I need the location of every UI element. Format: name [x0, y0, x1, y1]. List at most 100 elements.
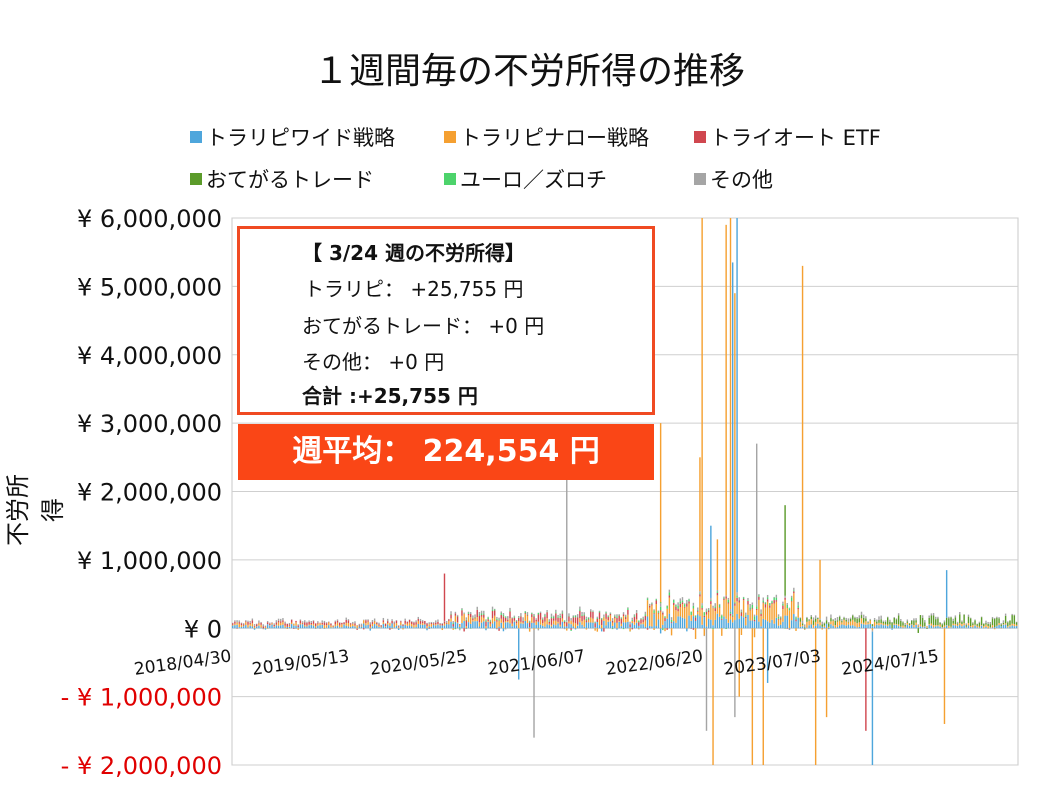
bar-wide — [1015, 626, 1018, 629]
bar-wide — [533, 622, 535, 629]
bar-narrow — [572, 622, 575, 627]
bar-other — [819, 618, 821, 620]
bar-other — [788, 607, 791, 609]
bar-eurpln — [782, 603, 784, 606]
bar-other — [400, 620, 402, 622]
bar-narrow — [729, 615, 732, 620]
bar-wide — [498, 626, 500, 629]
bar-other — [258, 620, 260, 623]
bar-wide — [668, 613, 671, 629]
bar-eurpln — [734, 602, 736, 604]
bar-wide — [867, 624, 869, 629]
bar-narrow — [972, 625, 974, 628]
bar-other — [391, 619, 393, 621]
bar-spike-narrow — [819, 559, 821, 619]
bar-wide — [751, 620, 754, 629]
bar-etf — [273, 624, 275, 627]
bar-wide — [347, 626, 350, 629]
bar-wide — [945, 625, 948, 629]
bar-other — [555, 609, 557, 613]
bar-wide — [692, 616, 695, 629]
bar-eurpln — [452, 623, 454, 624]
bar-narrow — [443, 623, 446, 626]
bar-other — [998, 617, 1000, 619]
bar-spike-eurpln — [659, 602, 662, 604]
bar-other — [441, 623, 444, 624]
bar-other — [417, 616, 420, 620]
bar-etf — [306, 622, 308, 626]
bar-wide — [662, 624, 664, 629]
bar-etf — [297, 625, 299, 628]
bar-narrow — [659, 611, 662, 629]
bar-wide — [707, 618, 710, 629]
bar-narrow — [585, 628, 588, 630]
legend-swatch — [190, 131, 202, 143]
bar-wide — [937, 626, 939, 629]
bar-wide — [284, 627, 286, 629]
bar-other — [969, 617, 972, 619]
bar-wide — [777, 625, 780, 629]
bar-other — [935, 616, 937, 620]
bar-etf — [509, 611, 511, 619]
bar-wide — [240, 626, 243, 629]
bar-narrow — [956, 624, 959, 627]
bar-other — [345, 617, 347, 620]
bar-etf — [419, 621, 422, 624]
bar-wide — [487, 621, 489, 629]
bar-other — [614, 614, 616, 616]
bar-other — [579, 606, 581, 610]
bar-eurpln — [725, 628, 727, 630]
bar-wide — [382, 624, 385, 629]
bar-wide — [666, 618, 668, 629]
bar-wide — [282, 624, 284, 629]
bar-narrow — [862, 622, 865, 625]
bar-wide — [609, 621, 612, 629]
bar-spike-narrow — [738, 628, 740, 697]
bar-narrow — [480, 616, 483, 623]
bar-wide — [258, 625, 260, 629]
bar-narrow — [978, 626, 981, 628]
legend-item-eurpln: ユーロ／ズロチ — [444, 164, 694, 194]
bar-wide — [430, 626, 433, 629]
bar-wide — [413, 627, 415, 629]
bar-etf — [378, 624, 380, 626]
bar-other — [956, 621, 959, 624]
bar-spike-wide — [710, 525, 712, 598]
bar-other — [987, 621, 989, 624]
bar-other — [402, 623, 404, 625]
bar-eurpln — [786, 604, 788, 609]
bar-other — [609, 612, 612, 614]
bar-wide — [814, 625, 817, 629]
bar-wide — [764, 619, 767, 629]
bar-narrow — [515, 623, 518, 626]
bar-spike-narrow — [659, 423, 662, 604]
bar-other — [830, 614, 832, 619]
bar-other — [247, 620, 249, 622]
bar-wide — [247, 627, 249, 629]
bar-wide — [799, 626, 802, 629]
bar-wide — [531, 622, 533, 629]
bar-wide — [419, 624, 422, 629]
bar-narrow — [522, 622, 524, 624]
bar-wide — [804, 628, 806, 630]
bar-narrow — [873, 621, 876, 627]
bar-other — [950, 616, 952, 618]
bar-wide — [633, 624, 636, 629]
bar-other — [978, 621, 981, 623]
bar-other — [786, 603, 788, 605]
bar-wide — [518, 628, 520, 629]
bar-wide — [445, 624, 448, 629]
bar-wide — [328, 625, 330, 629]
bar-otegaru — [812, 620, 815, 625]
bar-wide — [474, 621, 476, 629]
info-total: 合計 :+25,755 円 — [302, 384, 478, 408]
bar-wide — [812, 627, 815, 629]
bar-narrow — [952, 623, 954, 626]
bar-narrow — [314, 625, 317, 628]
bar-other — [476, 606, 478, 610]
bar-wide — [369, 628, 371, 631]
bar-wide — [277, 625, 280, 629]
bar-wide — [262, 628, 264, 629]
bar-other — [465, 617, 468, 620]
bar-wide — [539, 624, 542, 629]
